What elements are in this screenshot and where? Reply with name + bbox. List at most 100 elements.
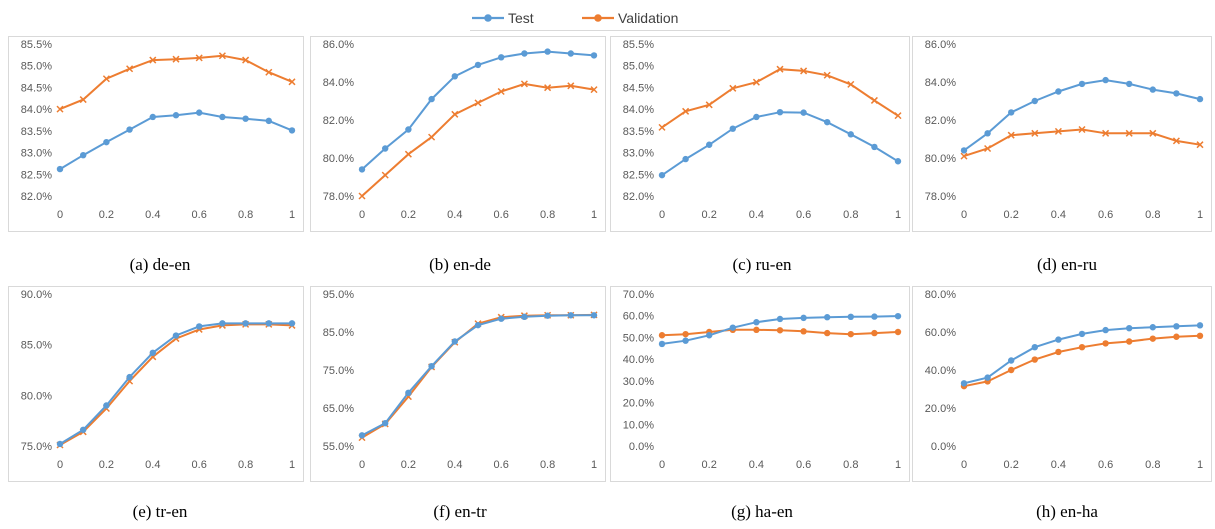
x-tick-label: 0.8	[1145, 459, 1160, 471]
data-point-test	[567, 312, 574, 319]
data-point-validation	[682, 107, 690, 115]
data-point-test	[103, 402, 110, 409]
data-point-validation	[1102, 340, 1109, 347]
data-point-test	[172, 332, 180, 339]
y-tick-label: 84.0%	[21, 104, 52, 116]
data-point-validation	[1031, 129, 1039, 137]
data-point-test	[847, 313, 854, 320]
data-point-test	[288, 127, 296, 134]
data-point-validation	[800, 328, 807, 335]
data-point-validation	[288, 78, 296, 86]
data-point-validation	[705, 101, 713, 109]
x-tick-label: 0.4	[749, 459, 764, 471]
x-tick-label: 0.2	[702, 459, 717, 471]
chart-caption: (c) ru-en	[732, 255, 792, 274]
x-tick-label: 0	[659, 459, 665, 471]
data-point-validation	[1196, 141, 1204, 149]
y-tick-label: 60.0%	[925, 327, 956, 339]
y-tick-label: 84.0%	[925, 77, 956, 89]
data-point-test	[824, 118, 831, 126]
data-point-validation	[1055, 348, 1062, 356]
y-tick-label: 84.5%	[21, 82, 52, 94]
data-point-validation	[242, 56, 250, 64]
data-point-test	[126, 373, 133, 381]
x-tick-label: 0.6	[796, 209, 811, 221]
data-point-test	[590, 52, 598, 59]
x-tick-label: 0.2	[401, 459, 416, 471]
chart-caption: (h) en-ha	[1036, 502, 1098, 521]
data-point-validation	[428, 133, 436, 141]
chart-svg: 78.0% 80.0% 82.0% 84.0% 86.0% 0 0.2 0.4 0.6 0.8 1	[912, 36, 1212, 232]
y-tick-label: 83.0%	[623, 148, 654, 160]
data-point-validation	[1172, 137, 1180, 145]
data-point-validation	[172, 55, 180, 63]
data-point-test	[428, 363, 435, 370]
legend-swatch-validation	[582, 14, 614, 22]
data-point-validation	[497, 87, 505, 96]
data-point-test	[1126, 80, 1133, 88]
data-point-validation	[776, 327, 784, 334]
chart-panel: 82.0% 82.5% 83.0% 83.5% 84.0% 84.5% 85.0% 85.5%…	[610, 36, 910, 232]
data-point-test	[196, 323, 203, 330]
x-tick-label: 0	[359, 459, 365, 471]
data-point-test	[288, 320, 296, 327]
data-point-test	[729, 324, 736, 331]
data-point-test	[1031, 344, 1038, 351]
y-tick-label: 83.0%	[21, 148, 52, 160]
x-tick-label: 0.2	[1004, 459, 1019, 471]
data-point-validation	[567, 82, 575, 90]
y-tick-label: 85.0%	[21, 340, 52, 352]
chart-caption: (d) en-ru	[1037, 255, 1097, 274]
x-tick-label: 0.2	[99, 459, 114, 471]
y-tick-label: 85.5%	[623, 39, 654, 51]
x-tick-label: 0.2	[99, 209, 114, 221]
chart-panel: 55.0% 65.0% 75.0% 85.0% 95.0% 0 0.2 0.4 0.6 0.8 1	[310, 286, 606, 482]
data-point-test	[1196, 322, 1204, 329]
data-point-validation	[195, 54, 203, 62]
x-tick-label: 1	[591, 209, 597, 221]
data-point-test	[242, 115, 249, 122]
data-point-validation	[847, 80, 855, 88]
data-point-validation	[1196, 332, 1204, 339]
data-point-validation	[824, 329, 831, 337]
x-tick-label: 0.6	[1098, 209, 1113, 221]
data-point-test	[1149, 324, 1156, 331]
data-point-test	[984, 374, 991, 381]
x-tick-label: 1	[1197, 459, 1203, 471]
chart-svg: 82.0% 82.5% 83.0% 83.5% 84.0% 84.5% 85.0% 85.5%…	[8, 36, 304, 232]
data-point-validation	[218, 52, 226, 60]
chart-frame	[610, 286, 910, 482]
data-point-test	[1078, 330, 1086, 338]
data-point-validation	[544, 84, 552, 92]
y-tick-label: 85.0%	[623, 61, 654, 73]
data-point-validation	[1031, 356, 1038, 363]
chart-panel: 78.0% 80.0% 82.0% 84.0% 86.0% 0 0.2 0.4 0.6 0.8 1	[310, 36, 606, 232]
data-point-validation	[404, 150, 412, 158]
chart-svg: 75.0% 80.0% 85.0% 90.0% 0 0.2 0.4 0.6 0.8 1	[8, 286, 304, 482]
x-tick-label: 0	[359, 209, 365, 221]
data-point-test	[265, 117, 272, 125]
data-point-validation	[658, 123, 666, 131]
y-tick-label: 0.0%	[931, 441, 956, 453]
data-point-validation	[847, 330, 854, 338]
data-point-test	[498, 54, 505, 61]
data-point-test	[1008, 109, 1015, 116]
x-tick-label: 0.4	[1051, 209, 1066, 221]
chart-frame	[8, 36, 304, 232]
x-tick-label: 0.4	[447, 459, 462, 471]
data-point-test	[658, 340, 666, 348]
y-tick-label: 82.5%	[21, 169, 52, 181]
chart-panel: 0.0% 10.0% 20.0% 30.0% 40.0% 50.0% 60.0% 70.0% 0…	[610, 286, 910, 482]
data-point-validation	[126, 65, 134, 73]
chart-frame	[310, 286, 606, 482]
x-tick-label: 1	[895, 459, 901, 471]
legend-swatch-test	[472, 14, 504, 22]
y-tick-label: 40.0%	[623, 354, 654, 366]
data-point-test	[80, 151, 87, 159]
data-point-test	[382, 145, 389, 152]
y-tick-label: 84.0%	[323, 77, 354, 89]
y-tick-label: 75.0%	[323, 365, 354, 377]
data-point-validation	[1149, 129, 1157, 137]
data-point-test	[1173, 323, 1180, 330]
x-tick-label: 0.2	[1004, 209, 1019, 221]
